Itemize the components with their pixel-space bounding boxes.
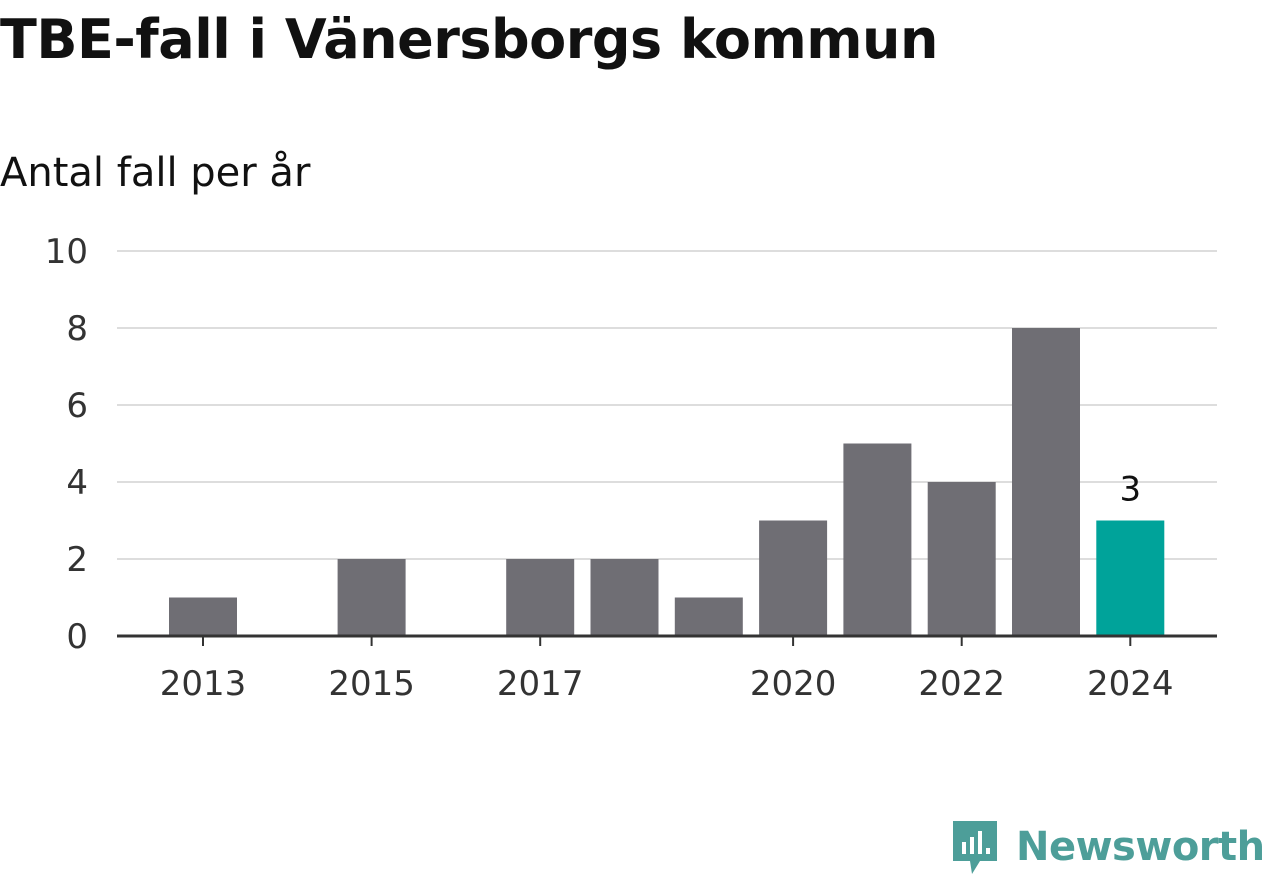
bar: [759, 520, 828, 636]
y-tick-label: 10: [45, 232, 88, 272]
x-tick-label: 2020: [750, 664, 837, 704]
brand-name: Newsworthy: [1016, 824, 1262, 870]
y-tick-label: 4: [66, 463, 88, 503]
y-tick-label: 2: [66, 540, 88, 580]
chart-title: TBE-fall i Vänersborgs kommun: [0, 8, 938, 71]
bar: [337, 559, 406, 636]
bar: [843, 443, 912, 636]
x-tick-label: 2024: [1087, 664, 1174, 704]
x-tick-label: 2022: [918, 664, 1005, 704]
newsworthy-logo: Newsworthy: [950, 818, 1262, 876]
y-tick-label: 8: [66, 309, 88, 349]
bar: [506, 559, 575, 636]
bar: [1096, 520, 1165, 636]
bar: [674, 597, 743, 636]
x-tick-label: 2015: [328, 664, 415, 704]
x-tick-label: 2017: [497, 664, 584, 704]
bar: [590, 559, 659, 636]
bar: [169, 597, 237, 636]
chart-subtitle: Antal fall per år: [0, 150, 311, 196]
y-tick-label: 6: [66, 386, 88, 426]
x-tick-label: 2013: [160, 664, 247, 704]
data-label: 3: [1119, 470, 1141, 510]
bar: [1012, 328, 1080, 636]
newsworthy-logo-icon: [953, 821, 997, 874]
bar: [927, 482, 996, 636]
y-tick-label: 0: [66, 617, 88, 657]
